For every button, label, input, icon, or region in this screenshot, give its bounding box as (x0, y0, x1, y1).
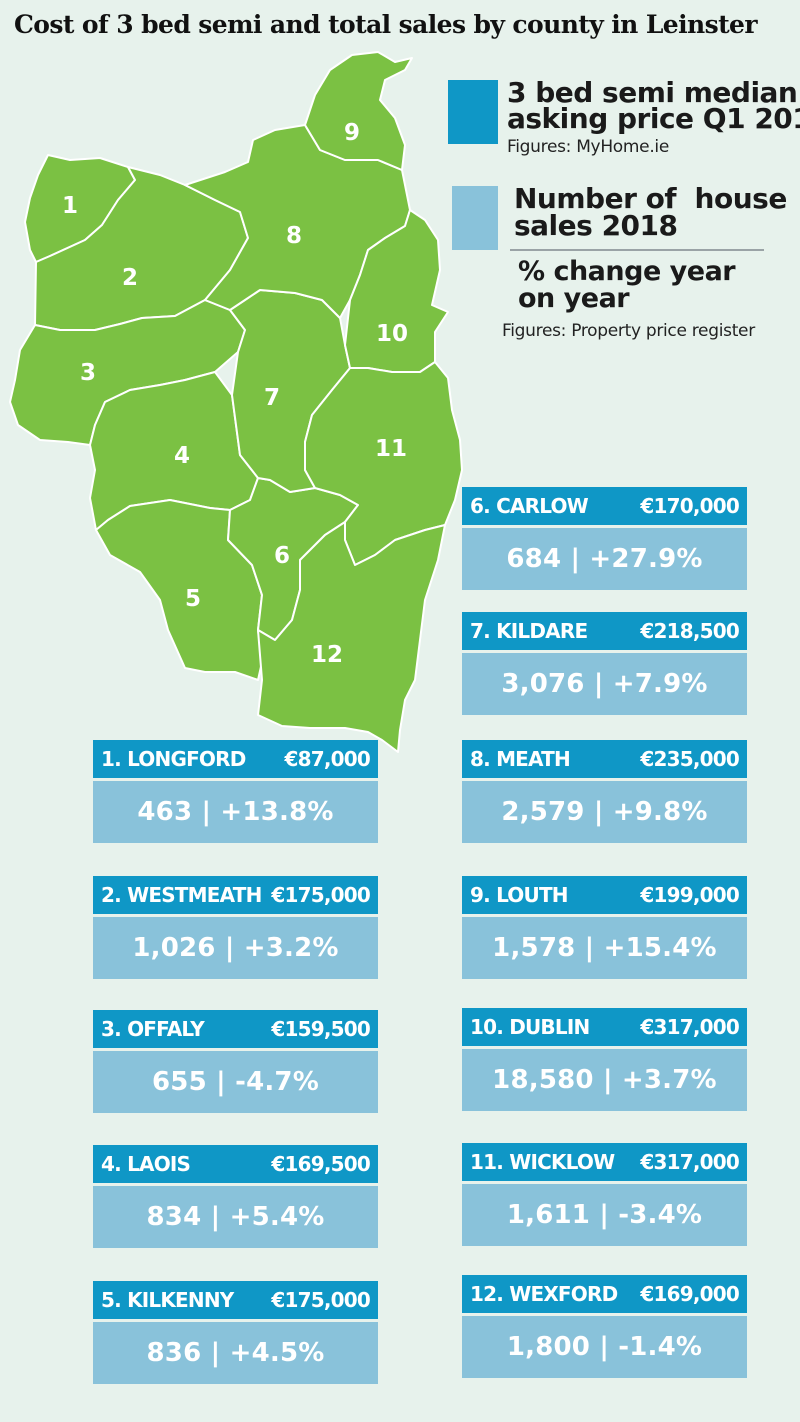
card-stats: 3,076 | +7.9% (462, 653, 747, 715)
county-labels: 1 2 3 4 5 6 7 8 9 10 11 12 (62, 120, 408, 668)
county-name: 2. WESTMEATH (101, 883, 262, 907)
county-card-dublin: 10. DUBLIN €317,000 18,580 | +3.7% (462, 1008, 747, 1111)
card-stats: 463 | +13.8% (93, 781, 378, 843)
asking-price: €170,000 (640, 494, 739, 518)
asking-price: €159,500 (271, 1017, 370, 1041)
card-stats: 18,580 | +3.7% (462, 1049, 747, 1111)
change-legend-line1: % change year (518, 256, 736, 287)
card-header: 1. LONGFORD €87,000 (93, 740, 378, 778)
county-name: 5. KILKENNY (101, 1288, 234, 1312)
card-stats: 2,579 | +9.8% (462, 781, 747, 843)
county-card-longford: 1. LONGFORD €87,000 463 | +13.8% (93, 740, 378, 843)
card-stats: 1,578 | +15.4% (462, 917, 747, 979)
county-name: 11. WICKLOW (470, 1150, 615, 1174)
legend-divider (510, 249, 764, 251)
county-name: 3. OFFALY (101, 1017, 205, 1041)
change-legend-line2: on year (518, 283, 630, 314)
asking-price: €175,000 (271, 1288, 370, 1312)
county-name: 8. MEATH (470, 747, 571, 771)
county-card-wexford: 12. WEXFORD €169,000 1,800 | -1.4% (462, 1275, 747, 1378)
card-header: 11. WICKLOW €317,000 (462, 1143, 747, 1181)
county-label: 10 (376, 321, 408, 347)
county-card-kildare: 7. KILDARE €218,500 3,076 | +7.9% (462, 612, 747, 715)
card-stats: 1,026 | +3.2% (93, 917, 378, 979)
card-header: 3. OFFALY €159,500 (93, 1010, 378, 1048)
asking-price: €169,500 (271, 1152, 370, 1176)
card-header: 12. WEXFORD €169,000 (462, 1275, 747, 1313)
asking-price: €235,000 (640, 747, 739, 771)
county-name: 6. CARLOW (470, 494, 589, 518)
county-label: 4 (174, 443, 190, 469)
card-header: 2. WESTMEATH €175,000 (93, 876, 378, 914)
card-stats: 684 | +27.9% (462, 528, 747, 590)
county-name: 4. LAOIS (101, 1152, 191, 1176)
county-name: 9. LOUTH (470, 883, 569, 907)
county-card-laois: 4. LAOIS €169,500 834 | +5.4% (93, 1145, 378, 1248)
card-header: 5. KILKENNY €175,000 (93, 1281, 378, 1319)
card-stats: 1,611 | -3.4% (462, 1184, 747, 1246)
card-stats: 834 | +5.4% (93, 1186, 378, 1248)
county-label: 3 (80, 360, 96, 386)
asking-price: €317,000 (640, 1015, 739, 1039)
card-header: 7. KILDARE €218,500 (462, 612, 747, 650)
asking-price: €87,000 (284, 747, 371, 771)
county-label: 8 (286, 223, 302, 249)
sales-legend-line1: Number of house (514, 182, 787, 215)
price-legend-swatch (448, 80, 498, 144)
price-legend-line2: asking price Q1 2019 (507, 102, 800, 135)
county-card-wicklow: 11. WICKLOW €317,000 1,611 | -3.4% (462, 1143, 747, 1246)
county-label: 7 (264, 385, 280, 411)
asking-price: €317,000 (640, 1150, 739, 1174)
card-stats: 1,800 | -1.4% (462, 1316, 747, 1378)
county-label: 12 (311, 642, 343, 668)
asking-price: €169,000 (640, 1282, 739, 1306)
county-label: 5 (185, 586, 201, 612)
county-label: 11 (375, 436, 407, 462)
county-name: 7. KILDARE (470, 619, 588, 643)
county-region-louth (304, 51, 413, 171)
card-stats: 655 | -4.7% (93, 1051, 378, 1113)
asking-price: €218,500 (640, 619, 739, 643)
county-card-meath: 8. MEATH €235,000 2,579 | +9.8% (462, 740, 747, 843)
county-card-offaly: 3. OFFALY €159,500 655 | -4.7% (93, 1010, 378, 1113)
card-header: 6. CARLOW €170,000 (462, 487, 747, 525)
county-region-wexford (257, 521, 446, 753)
asking-price: €175,000 (271, 883, 370, 907)
asking-price: €199,000 (640, 883, 739, 907)
sales-legend-swatch (452, 186, 498, 250)
county-label: 2 (122, 265, 138, 291)
county-name: 12. WEXFORD (470, 1282, 618, 1306)
county-card-louth: 9. LOUTH €199,000 1,578 | +15.4% (462, 876, 747, 979)
card-header: 9. LOUTH €199,000 (462, 876, 747, 914)
county-card-carlow: 6. CARLOW €170,000 684 | +27.9% (462, 487, 747, 590)
price-legend-source: Figures: MyHome.ie (507, 137, 670, 157)
county-card-kilkenny: 5. KILKENNY €175,000 836 | +4.5% (93, 1281, 378, 1384)
county-card-westmeath: 2. WESTMEATH €175,000 1,026 | +3.2% (93, 876, 378, 979)
sales-legend-line2: sales 2018 (514, 209, 678, 242)
page-title: Cost of 3 bed semi and total sales by co… (14, 10, 757, 39)
card-stats: 836 | +4.5% (93, 1322, 378, 1384)
price-legend-line1: 3 bed semi median (507, 76, 798, 109)
county-regions (9, 51, 463, 753)
county-label: 1 (62, 193, 78, 219)
sales-legend-source: Figures: Property price register (502, 321, 755, 341)
card-header: 8. MEATH €235,000 (462, 740, 747, 778)
county-label: 9 (344, 120, 360, 146)
county-name: 1. LONGFORD (101, 747, 246, 771)
county-label: 6 (274, 543, 290, 569)
card-header: 10. DUBLIN €317,000 (462, 1008, 747, 1046)
card-header: 4. LAOIS €169,500 (93, 1145, 378, 1183)
county-name: 10. DUBLIN (470, 1015, 590, 1039)
